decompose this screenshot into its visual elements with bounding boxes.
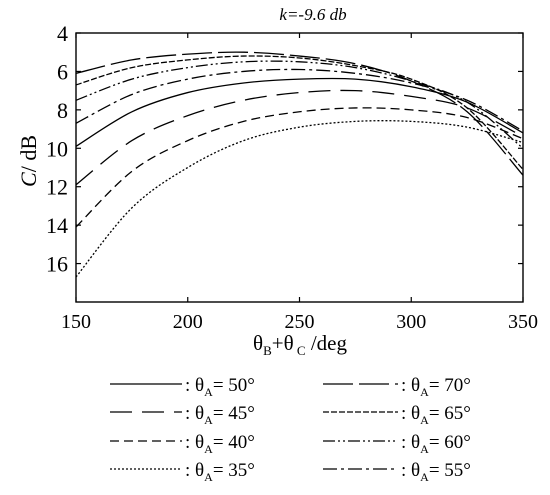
plot-frame: [75, 32, 524, 303]
legend-label-35: : θA= 35°: [185, 460, 255, 484]
legend-label-50: : θA= 50°: [185, 375, 255, 399]
x-axis-label-theta-b: θ: [253, 331, 263, 355]
y-tick-label: 12: [46, 175, 68, 200]
x-axis-label-theta-c: +θ: [272, 331, 294, 355]
svg-text:C/ dB: C/ dB: [16, 135, 41, 187]
legend-label-55: : θA= 55°: [401, 460, 471, 484]
legend-label-40: : θA= 40°: [185, 432, 255, 456]
series-line-theta-a-65: [75, 55, 524, 170]
plot-area: [75, 32, 524, 303]
series-line-theta-a-45: [75, 89, 524, 186]
y-tick-label: 10: [46, 136, 68, 161]
legend: : θA= 50° : θA= 45° : θA= 40° : θA= 35° : θA…: [110, 375, 471, 484]
chart-title: k=-9.6 db: [279, 5, 346, 24]
x-axis-label: θB+θ C /deg: [253, 331, 347, 358]
y-axis-label-symbol: C: [16, 172, 41, 187]
x-tick-label: 250: [285, 311, 315, 333]
x-tick-label: 150: [61, 311, 91, 333]
y-tick-label: 14: [46, 213, 68, 238]
x-tick-label: 200: [173, 311, 203, 333]
x-axis-label-sub-b: B: [263, 343, 272, 358]
legend-label-60: : θA= 60°: [401, 432, 471, 456]
y-tick-label: 6: [57, 59, 68, 84]
x-axis-label-sub-c: C: [294, 343, 306, 358]
series-lines: [75, 51, 524, 278]
y-axis-label-unit: / dB: [16, 135, 41, 172]
y-axis-label: C/ dB: [16, 135, 41, 187]
series-line-theta-a-55: [75, 68, 524, 132]
y-tick-label: 8: [57, 98, 68, 123]
x-tick-label: 350: [508, 311, 538, 333]
legend-label-70: : θA= 70°: [401, 375, 471, 399]
y-tick-label: 16: [46, 252, 68, 277]
x-axis-ticks: 150 200 250 300 350: [61, 33, 538, 333]
legend-label-45: : θA= 45°: [185, 403, 255, 427]
series-line-theta-a-35: [75, 120, 524, 278]
series-line-theta-a-70: [75, 51, 524, 176]
x-tick-label: 300: [396, 311, 426, 333]
y-tick-label: 4: [57, 21, 68, 46]
legend-label-65: : θA= 65°: [401, 403, 471, 427]
y-axis-ticks: 4 6 8 10 12 14 16: [46, 21, 523, 277]
series-line-theta-a-50: [75, 77, 524, 147]
series-line-theta-a-40: [75, 107, 524, 228]
x-axis-label-unit: /deg: [306, 331, 348, 355]
